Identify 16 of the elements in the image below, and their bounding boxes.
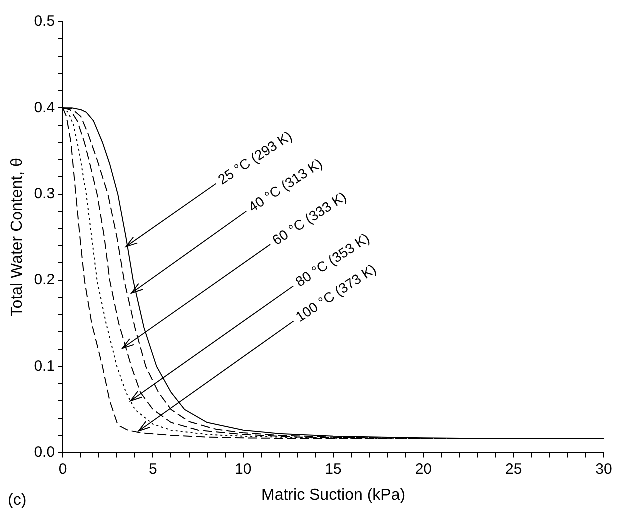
x-tick-label: 0 (58, 460, 68, 478)
y-tick-label: 0.0 (34, 444, 56, 461)
y-tick-label: 0.3 (34, 185, 56, 202)
y-tick-label: 0.4 (34, 99, 56, 116)
y-axis-title: Total Water Content, θ (9, 158, 26, 317)
x-tick-label: 30 (596, 460, 612, 478)
x-tick-label: 5 (149, 460, 158, 478)
x-tick-label: 20 (415, 460, 432, 478)
x-tick-label: 25 (506, 460, 522, 478)
y-tick-label: 0.2 (34, 272, 56, 289)
x-tick-label: 10 (235, 460, 252, 478)
x-tick-label: 15 (325, 460, 342, 478)
y-tick-label: 0.5 (34, 13, 56, 30)
y-tick-label: 0.1 (34, 358, 56, 375)
x-axis-title: Matric Suction (kPa) (262, 486, 406, 504)
text: (c) (8, 492, 27, 509)
